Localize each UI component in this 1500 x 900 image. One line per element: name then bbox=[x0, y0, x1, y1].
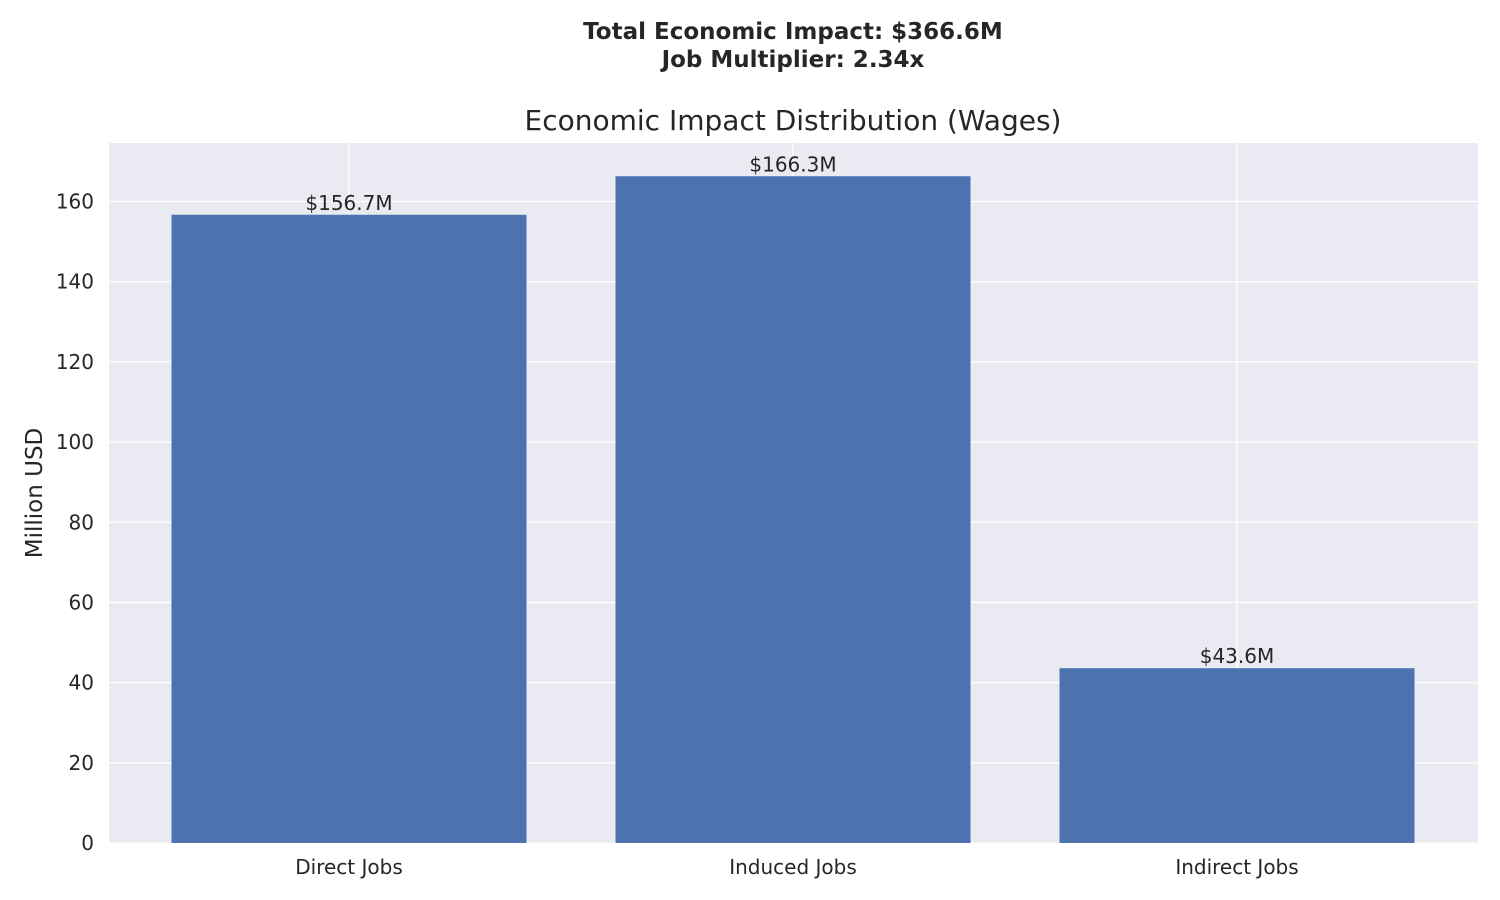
x-tick-label: Induced Jobs bbox=[729, 855, 857, 879]
bar-value-label: $166.3M bbox=[749, 152, 836, 176]
bar-induced-jobs bbox=[615, 176, 971, 843]
x-tick-label: Indirect Jobs bbox=[1175, 855, 1298, 879]
y-axis-label: Million USD bbox=[22, 428, 48, 559]
bar-direct-jobs bbox=[171, 214, 527, 843]
y-tick-label: 60 bbox=[69, 590, 94, 614]
chart-title: Economic Impact Distribution (Wages) bbox=[525, 104, 1062, 137]
y-tick-label: 100 bbox=[56, 430, 94, 454]
x-tick-label: Direct Jobs bbox=[295, 855, 403, 879]
y-tick-label: 80 bbox=[69, 510, 94, 534]
y-tick-label: 160 bbox=[56, 190, 94, 214]
data-labels: $156.7M $166.3M $43.6M bbox=[305, 152, 1274, 668]
y-tick-label: 40 bbox=[69, 671, 94, 695]
figure-suptitle: Total Economic Impact: $366.6M Job Multi… bbox=[0, 18, 1500, 74]
bar-value-label: $43.6M bbox=[1200, 644, 1275, 668]
x-axis-ticks: Direct Jobs Induced Jobs Indirect Jobs bbox=[295, 855, 1298, 879]
y-tick-label: 0 bbox=[81, 831, 94, 855]
bars bbox=[171, 176, 1415, 843]
y-axis-ticks: 0 20 40 60 80 100 120 140 160 bbox=[56, 190, 94, 855]
bar-indirect-jobs bbox=[1059, 668, 1415, 843]
y-tick-label: 120 bbox=[56, 350, 94, 374]
total-impact-text: Total Economic Impact: $366.6M bbox=[583, 19, 1003, 45]
bar-value-label: $156.7M bbox=[305, 191, 392, 215]
y-tick-label: 140 bbox=[56, 270, 94, 294]
job-multiplier-text: Job Multiplier: 2.34x bbox=[661, 47, 925, 73]
y-tick-label: 20 bbox=[69, 751, 94, 775]
